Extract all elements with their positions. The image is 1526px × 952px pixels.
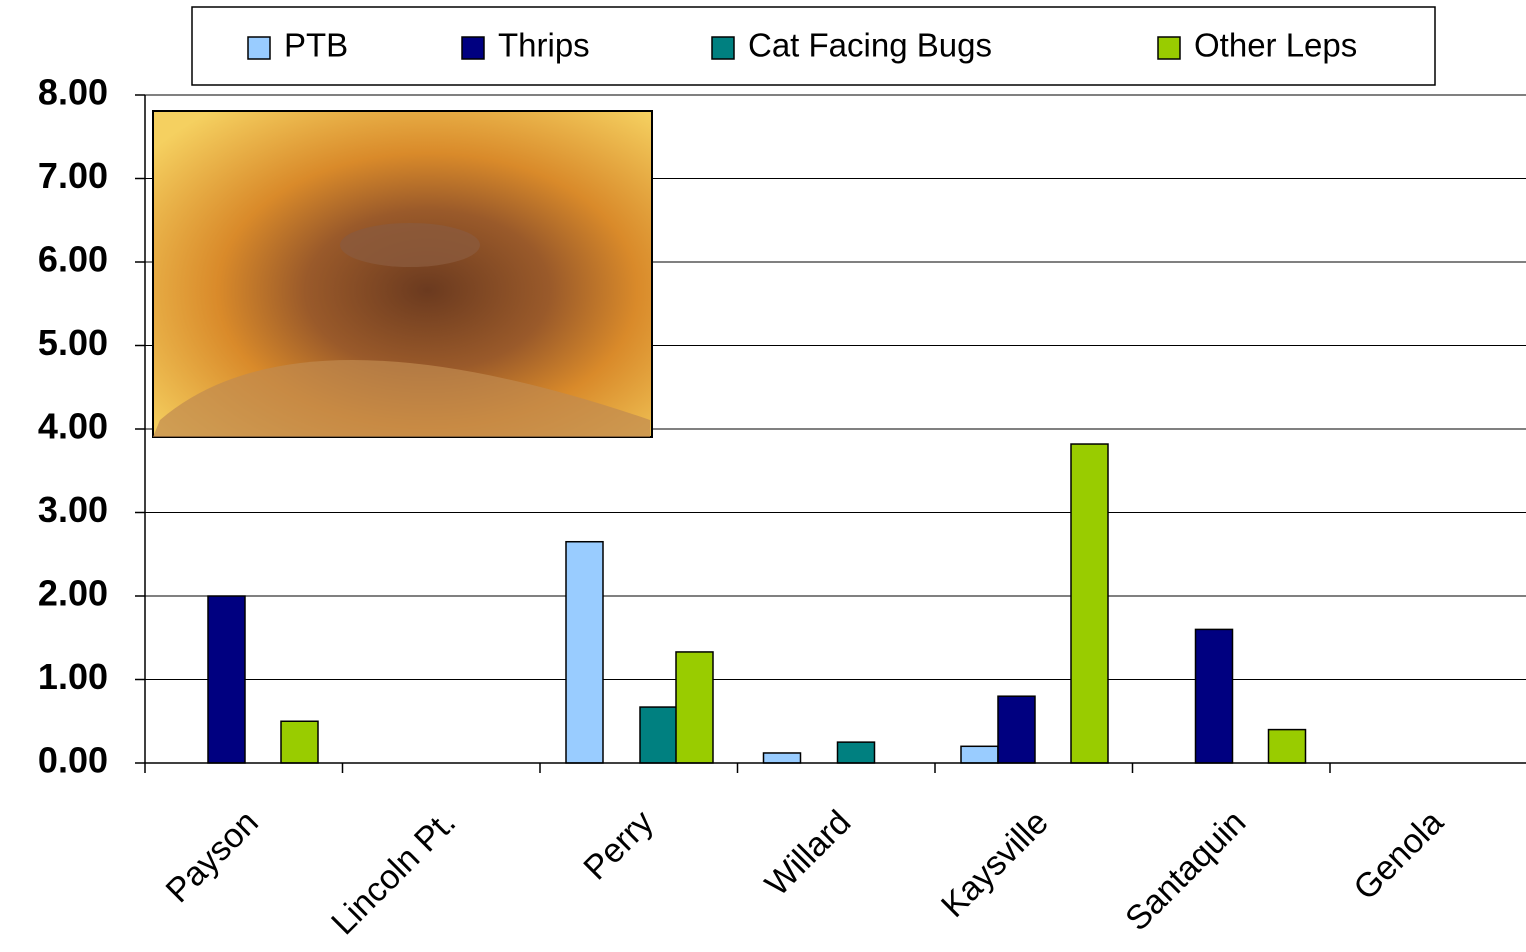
legend-swatch [1157,36,1181,60]
legend-swatch [711,36,735,60]
y-tick-label: 0.00 [38,740,108,781]
bar [1194,628,1234,764]
legend-swatch [247,36,271,60]
legend-box [191,6,1436,86]
x-tick-label: Santaquin [1118,803,1253,938]
bar [565,540,604,764]
y-tick-label: 1.00 [38,656,108,697]
x-tick-label: Lincoln Pt. [324,803,463,942]
x-tick-label: Payson [159,803,266,910]
inset-photo [152,110,653,438]
legend-label: Cat Facing Bugs [748,27,992,64]
legend-label: PTB [284,27,348,64]
y-tick-label: 7.00 [38,155,108,196]
bar [762,752,802,764]
y-tick-label: 5.00 [38,322,108,363]
bar [675,651,714,764]
y-tick-label: 3.00 [38,489,108,530]
bar [1070,443,1109,764]
y-tick-label: 8.00 [38,72,108,113]
x-tick-label: Perry [576,803,660,887]
x-tick-label: Willard [758,803,858,903]
legend-label: Other Leps [1194,27,1357,64]
bar [997,695,1036,764]
bar [639,706,678,764]
x-tick-label: Genola [1346,803,1450,907]
legend-swatch [461,36,485,60]
bar [960,745,999,764]
y-tick-label: 6.00 [38,239,108,280]
x-tick-label: Kaysville [934,803,1056,925]
bar [207,595,246,764]
y-tick-label: 2.00 [38,573,108,614]
legend-label: Thrips [498,27,590,64]
y-tick-label: 4.00 [38,406,108,447]
bar [1267,728,1307,764]
bar [836,741,876,764]
bar [280,720,319,764]
